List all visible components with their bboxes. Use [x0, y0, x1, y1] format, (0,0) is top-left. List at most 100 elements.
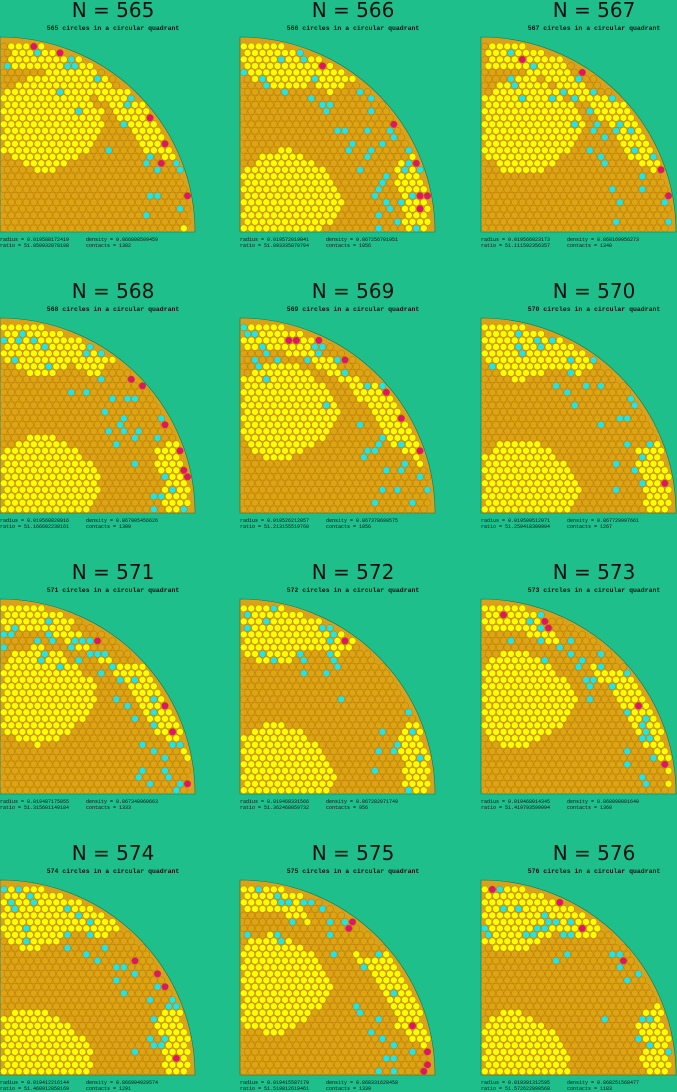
- packed-circle: [619, 127, 628, 135]
- packed-circle: [3, 499, 12, 507]
- packed-circle: [405, 786, 413, 794]
- packed-circle: [258, 88, 267, 96]
- packed-circle: [634, 728, 643, 736]
- packed-circle: [45, 94, 53, 102]
- packed-circle: [371, 741, 379, 749]
- packed-circle: [367, 453, 375, 461]
- packed-circle: [634, 408, 643, 416]
- packed-circle: [386, 421, 394, 429]
- packed-circle: [7, 211, 15, 219]
- packed-circle: [52, 682, 60, 690]
- packed-circle: [311, 75, 319, 83]
- packed-circle: [11, 663, 19, 671]
- packed-circle: [153, 192, 162, 200]
- packed-circle: [157, 466, 165, 474]
- packed-circle: [127, 159, 135, 167]
- packed-circle: [623, 198, 631, 206]
- packed-circle: [367, 721, 375, 729]
- packed-circle: [288, 218, 297, 226]
- packed-circle: [496, 120, 504, 128]
- packed-circle: [33, 754, 42, 762]
- packed-circle: [48, 127, 57, 135]
- packed-circle: [56, 754, 64, 762]
- packed-circle: [240, 453, 248, 461]
- packed-circle: [52, 440, 60, 448]
- packed-circle: [82, 505, 90, 513]
- packed-circle: [503, 747, 511, 755]
- packed-circle: [296, 192, 304, 200]
- packed-circle: [537, 75, 545, 83]
- packed-circle: [262, 94, 270, 102]
- packed-circle: [492, 369, 500, 377]
- packed-circle: [138, 486, 147, 494]
- packed-circle: [52, 401, 60, 409]
- packed-circle: [33, 75, 42, 83]
- packed-circle: [341, 460, 349, 468]
- packed-circle: [165, 159, 173, 167]
- packed-circle: [277, 453, 285, 461]
- packed-circle: [507, 754, 515, 762]
- packed-circle: [26, 728, 34, 736]
- packed-circle: [492, 49, 500, 57]
- packed-circle: [642, 192, 650, 200]
- packed-circle: [112, 505, 120, 513]
- contacts-label: contacts = 1333: [86, 805, 131, 811]
- packed-circle: [552, 192, 560, 200]
- packed-circle: [518, 388, 526, 396]
- packed-circle: [307, 630, 315, 639]
- packed-circle: [86, 382, 94, 390]
- packed-circle: [612, 382, 620, 390]
- packed-circle: [60, 708, 68, 716]
- packed-circle: [375, 440, 383, 448]
- packed-circle: [26, 715, 34, 723]
- packed-circle: [292, 401, 300, 409]
- packed-circle: [303, 486, 312, 494]
- packed-circle: [270, 617, 278, 626]
- packed-circle: [514, 101, 523, 109]
- packed-circle: [318, 650, 327, 658]
- packed-circle: [646, 773, 654, 781]
- packed-circle: [397, 479, 405, 487]
- packed-circle: [571, 414, 579, 422]
- packed-circle: [481, 708, 489, 716]
- packed-circle: [108, 754, 117, 762]
- packed-circle: [273, 715, 282, 723]
- packed-circle: [180, 224, 188, 232]
- packed-circle: [37, 617, 45, 626]
- packed-circle: [307, 224, 315, 232]
- packed-circle: [82, 479, 90, 487]
- packed-circle: [288, 754, 297, 762]
- packed-circle: [405, 734, 413, 742]
- packed-circle: [401, 421, 409, 429]
- packed-circle: [345, 721, 353, 729]
- packed-circle: [251, 153, 259, 161]
- packed-circle: [322, 172, 330, 180]
- packed-circle: [386, 205, 394, 213]
- packed-circle: [273, 663, 282, 671]
- packed-circle: [631, 453, 639, 461]
- packed-circle: [127, 401, 135, 409]
- packed-circle: [371, 486, 379, 494]
- packed-circle: [544, 192, 553, 200]
- packed-circle: [90, 120, 98, 128]
- packed-circle: [266, 741, 274, 749]
- packed-circle: [363, 754, 372, 762]
- packed-circle: [367, 479, 375, 487]
- packed-circle: [30, 453, 38, 461]
- packed-circle: [281, 689, 289, 697]
- packed-circle: [270, 440, 278, 448]
- packed-circle: [378, 421, 387, 429]
- packed-circle: [646, 466, 654, 474]
- packed-circle: [503, 68, 511, 77]
- packed-circle: [86, 114, 94, 122]
- packed-circle: [593, 362, 601, 371]
- packed-circle: [484, 408, 493, 416]
- packed-circle: [56, 330, 64, 338]
- packed-circle: [307, 81, 315, 90]
- packed-circle: [488, 760, 496, 768]
- packed-circle: [33, 62, 42, 70]
- packed-circle: [511, 760, 519, 768]
- packed-circle: [315, 492, 323, 500]
- packed-circle: [631, 479, 639, 487]
- packed-circle: [608, 388, 616, 396]
